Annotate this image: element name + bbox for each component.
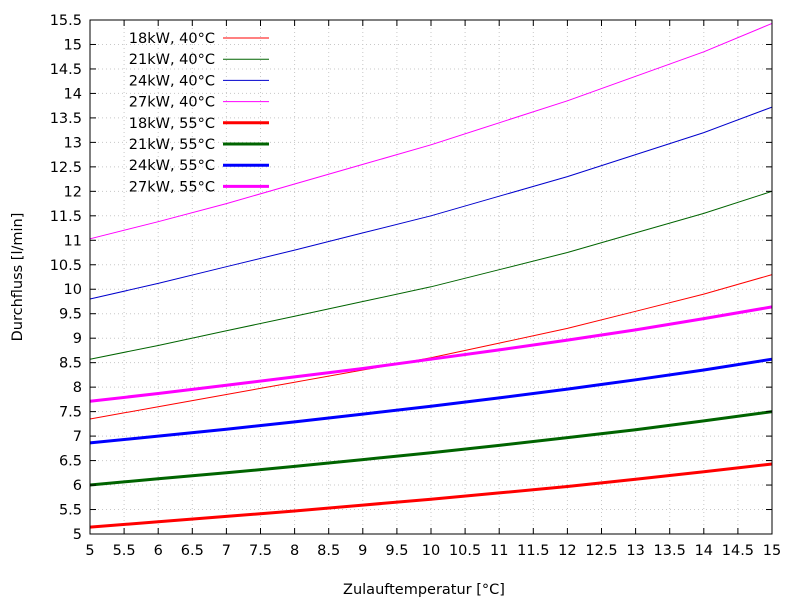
y-tick-label: 15 [64, 37, 82, 53]
y-tick-label: 12 [64, 184, 82, 200]
x-tick-label: 14.5 [722, 543, 754, 559]
x-axis-label: Zulauftemperatur [°C] [343, 582, 505, 598]
x-tick-label: 12.5 [585, 543, 617, 559]
y-tick-label: 7 [73, 429, 82, 445]
x-tick-label: 11.5 [517, 543, 549, 559]
x-tick-label: 8.5 [317, 543, 340, 559]
x-tick-label: 10.5 [449, 543, 481, 559]
x-tick-label: 14 [695, 543, 713, 559]
y-tick-label: 8 [73, 380, 82, 396]
series-lines [89, 22, 773, 529]
series-line [89, 305, 773, 403]
x-tick-label: 13 [626, 543, 644, 559]
x-tick-label: 9.5 [385, 543, 408, 559]
y-tick-label: 6 [73, 478, 82, 494]
y-tick-label: 13.5 [50, 111, 82, 127]
y-tick-label: 12.5 [50, 160, 82, 176]
legend-label: 21kW, 55°C [129, 137, 215, 153]
y-tick-label: 9 [73, 331, 82, 347]
legend-label: 18kW, 40°C [129, 31, 215, 47]
x-tick-label: 9 [358, 543, 367, 559]
x-tick-label: 12 [558, 543, 576, 559]
y-tick-label: 11.5 [50, 209, 82, 225]
y-tick-label: 10 [64, 282, 82, 298]
y-tick-label: 13 [64, 135, 82, 151]
series-line [89, 357, 773, 445]
x-tick-label: 5 [85, 543, 94, 559]
legend-label: 24kW, 40°C [129, 73, 215, 89]
y-tick-label: 14 [64, 86, 82, 102]
y-tick-label: 5 [73, 527, 82, 543]
y-tick-label: 11 [64, 233, 82, 249]
legend-label: 18kW, 55°C [129, 116, 215, 132]
x-tick-label: 8 [290, 543, 299, 559]
y-tick-labels: 5 5.5 6 6.5 7 7.5 8 8.5 9 9.5 10 10.5 11 11.5 12 12.5 13… [50, 13, 82, 543]
legend-label: 24kW, 55°C [129, 158, 215, 174]
x-tick-label: 7.5 [249, 543, 272, 559]
x-tick-label: 11 [490, 543, 508, 559]
y-tick-label: 7.5 [59, 405, 82, 421]
grid-lines [90, 20, 772, 534]
y-tick-label: 8.5 [59, 356, 82, 372]
y-tick-label: 5.5 [59, 503, 82, 519]
y-axis-label: Durchfluss [l/min] [10, 213, 26, 342]
x-tick-label: 6 [154, 543, 163, 559]
x-tick-label: 10 [422, 543, 440, 559]
y-tick-label: 6.5 [59, 454, 82, 470]
series-line [89, 410, 773, 487]
series-line [89, 22, 773, 240]
series-line [89, 190, 773, 360]
x-tick-label: 6.5 [181, 543, 204, 559]
x-tick-label: 7 [222, 543, 231, 559]
x-tick-label: 13.5 [654, 543, 686, 559]
series-line [89, 462, 773, 529]
y-tick-label: 15.5 [50, 13, 82, 29]
x-tick-label: 15 [763, 543, 781, 559]
axis-ticks [89, 19, 773, 535]
y-tick-label: 10.5 [50, 258, 82, 274]
x-tick-label: 5.5 [113, 543, 136, 559]
y-tick-label: 9.5 [59, 307, 82, 323]
legend-label: 27kW, 55°C [129, 179, 215, 195]
legend-label: 27kW, 40°C [129, 95, 215, 111]
series-line [89, 106, 773, 300]
x-tick-labels: 5 5.5 6 6.5 7 7.5 8 8.5 9 9.5 10 10.5 11 11.5 12 12.5 13… [85, 543, 781, 559]
legend: 18kW, 40°C 21kW, 40°C 24kW, 40°C 27kW, 40°C… [129, 31, 269, 195]
y-tick-label: 14.5 [50, 62, 82, 78]
legend-label: 21kW, 40°C [129, 52, 215, 68]
